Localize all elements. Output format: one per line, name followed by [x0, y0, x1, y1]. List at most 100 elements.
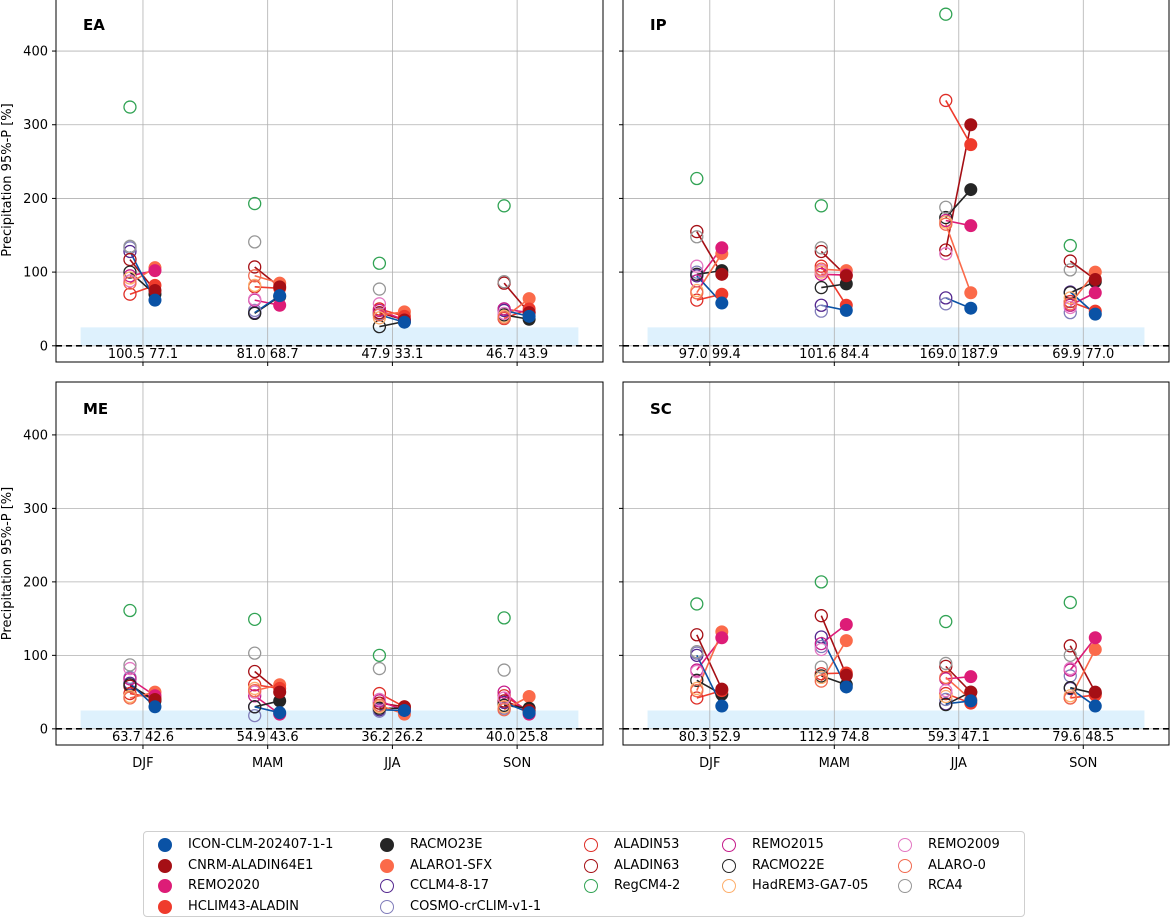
point-regcm4-2	[372, 648, 387, 663]
point-remo2009	[372, 297, 387, 311]
point-rca4	[690, 645, 704, 659]
point-icon-clm-202407-1-1	[148, 293, 162, 307]
season-annotation: 101.6 84.4	[799, 347, 869, 362]
point-alaro-0	[248, 269, 262, 283]
point-cclm4-8-17	[814, 298, 828, 312]
point-icon-clm-202407-1-1	[839, 680, 853, 694]
point-icon-clm-202407-1-1	[522, 706, 536, 720]
panel-me: 0 100 200 300 400 DJF MAM JJA SON Precipitation 9…	[0, 381, 604, 771]
point-aladin53	[123, 686, 137, 701]
season-annotation: 80.3 52.9	[679, 730, 741, 745]
x-tick-label-mam: MAM	[252, 756, 283, 771]
legend-label: RegCM4-2	[614, 878, 681, 893]
point-rca4	[814, 660, 828, 674]
legend-marker	[722, 879, 736, 893]
point-regcm4-2	[690, 171, 704, 186]
season-annotation: 112.9 74.8	[799, 730, 869, 745]
point-rca4	[814, 241, 828, 255]
point-alaro1-sfx	[1088, 642, 1102, 656]
point-remo2009	[1063, 661, 1077, 676]
point-racmo22e	[248, 700, 262, 714]
legend-label: ALARO1-SFX	[410, 857, 493, 873]
legend-label: RCA4	[928, 878, 963, 893]
point-racmo22e	[939, 210, 953, 225]
point-remo2009	[690, 664, 704, 679]
legend-label: ALADIN53	[614, 837, 680, 852]
point-hadrem3-ga7-05	[939, 689, 953, 704]
season-annotation: 97.0 99.4	[679, 347, 741, 362]
point-icon-clm-202407-1-1	[715, 296, 729, 310]
legend-label: ALADIN63	[614, 857, 680, 873]
legend-marker	[158, 838, 172, 852]
point-racmo23e	[964, 183, 978, 197]
legend: ICON-CLM-202407-1-1 CNRM-ALADIN64E1 REMO20…	[143, 831, 1025, 917]
legend-marker	[158, 858, 172, 873]
legend-marker	[158, 879, 172, 893]
legend-label: CCLM4-8-17	[410, 878, 490, 893]
x-tick-label-jja: JJA	[383, 756, 400, 771]
y-tick-label: 0	[40, 339, 48, 354]
point-aladin63	[814, 244, 828, 259]
point-cclm4-8-17	[123, 244, 137, 259]
panel-frame	[55, 0, 604, 363]
point-icon-clm-202407-1-1	[715, 699, 729, 713]
legend-label: HadREM3-GA7-05	[752, 878, 869, 893]
y-tick-label: 400	[23, 428, 48, 443]
point-cosmo-crclim-v1-1	[248, 708, 262, 723]
point-racmo22e	[814, 280, 828, 295]
point-alaro-0	[248, 683, 262, 698]
point-rca4	[939, 200, 953, 214]
point-icon-clm-202407-1-1	[148, 700, 162, 714]
season-annotation: 100.5 77.1	[108, 347, 178, 362]
point-remo2020	[964, 219, 978, 233]
season-annotation: 169.0 187.9	[920, 347, 999, 362]
point-hadrem3-ga7-05	[1063, 291, 1077, 305]
panel-title: ME	[83, 400, 108, 418]
legend-marker	[584, 879, 598, 893]
link-aladin53-hclim43-aladin	[945, 100, 972, 146]
link-alaro-0-alaro1-sfx	[945, 223, 972, 294]
point-cnrm-aladin64e1	[715, 267, 729, 281]
point-rca4	[1063, 263, 1077, 277]
x-tick-label-djf: DJF	[132, 756, 153, 771]
point-remo2020	[273, 298, 287, 312]
plot-area	[623, 382, 1169, 745]
point-remo2009	[497, 306, 511, 321]
legend-marker	[380, 858, 394, 873]
legend-label: COSMO-crCLIM-v1-1	[410, 898, 542, 914]
point-regcm4-2	[814, 575, 828, 589]
point-remo2020	[1088, 631, 1102, 645]
point-aladin53	[939, 93, 953, 108]
point-remo2015	[248, 689, 262, 703]
y-tick-label: 100	[23, 649, 48, 664]
point-hadrem3-ga7-05	[497, 700, 511, 714]
point-alaro-0	[372, 698, 387, 712]
season-annotation: 63.7 42.6	[112, 730, 174, 745]
point-remo2009	[939, 683, 953, 698]
legend-marker	[898, 858, 912, 873]
point-regcm4-2	[690, 597, 704, 611]
point-remo2015	[372, 303, 387, 318]
point-racmo22e	[690, 267, 704, 281]
point-rca4	[1063, 648, 1077, 663]
x-tick-label-son: SON	[503, 756, 531, 771]
point-alaro-0	[814, 262, 828, 276]
season-annotation: 47.9 33.1	[361, 347, 423, 362]
point-cosmo-crclim-v1-1	[248, 303, 262, 318]
point-rca4	[690, 230, 704, 244]
point-icon-clm-202407-1-1	[964, 694, 978, 708]
point-alaro1-sfx	[964, 286, 978, 300]
panel-title: EA	[83, 16, 105, 34]
x-tick-label-son: SON	[1069, 756, 1097, 771]
point-alaro-0	[939, 217, 953, 231]
point-remo2020	[715, 241, 729, 255]
season-annotation: 59.3 47.1	[928, 730, 990, 745]
point-rca4	[372, 661, 387, 676]
season-annotation: 69.9 77.0	[1052, 347, 1114, 362]
legend-label: REMO2015	[752, 837, 824, 852]
point-alaro-0	[1063, 691, 1077, 705]
point-icon-clm-202407-1-1	[522, 309, 536, 323]
point-icon-clm-202407-1-1	[839, 303, 853, 317]
point-aladin63	[497, 694, 511, 708]
point-alaro-0	[939, 670, 953, 685]
